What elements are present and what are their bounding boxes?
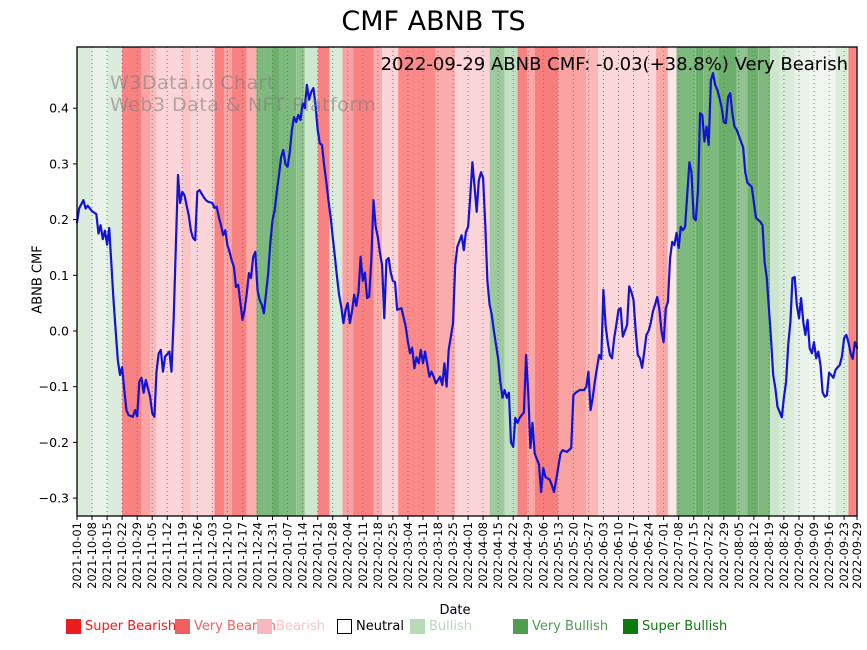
svg-text:2022-06-17: 2022-06-17: [627, 522, 641, 589]
svg-text:2021-11-12: 2021-11-12: [160, 522, 174, 589]
svg-text:2022-05-13: 2022-05-13: [551, 522, 565, 589]
svg-text:2021-11-05: 2021-11-05: [145, 522, 159, 589]
svg-text:2022-05-27: 2022-05-27: [581, 522, 595, 589]
svg-text:2021-11-26: 2021-11-26: [190, 522, 204, 589]
svg-text:2021-12-24: 2021-12-24: [251, 522, 265, 589]
svg-text:2022-09-02: 2022-09-02: [792, 522, 806, 589]
svg-text:2022-04-22: 2022-04-22: [506, 522, 520, 589]
svg-text:2022-06-24: 2022-06-24: [642, 522, 656, 589]
svg-text:2022-09-29: 2022-09-29: [850, 522, 864, 589]
legend-label: Very Bearish: [194, 619, 276, 634]
svg-text:2022-08-05: 2022-08-05: [732, 522, 746, 589]
chart-subtitle: 2022-09-29 ABNB CMF: -0.03(+38.8%) Very …: [380, 54, 848, 75]
svg-text:2022-09-16: 2022-09-16: [822, 522, 836, 589]
svg-text:2022-04-08: 2022-04-08: [476, 522, 490, 589]
svg-text:0.1: 0.1: [49, 268, 69, 283]
svg-text:2022-06-03: 2022-06-03: [596, 522, 610, 589]
svg-text:2022-02-25: 2022-02-25: [386, 522, 400, 589]
super-bullish-swatch-icon: [623, 619, 638, 634]
very-bearish-swatch-icon: [175, 619, 190, 634]
legend-label: Super Bullish: [642, 619, 728, 634]
svg-text:2021-12-10: 2021-12-10: [220, 522, 234, 589]
legend-label: Bullish: [429, 619, 473, 634]
legend-label: Super Bearish: [85, 619, 177, 634]
svg-text:2021-11-19: 2021-11-19: [175, 522, 189, 589]
svg-text:2022-05-20: 2022-05-20: [566, 522, 580, 589]
svg-text:0.0: 0.0: [49, 324, 69, 339]
svg-text:2021-10-15: 2021-10-15: [100, 522, 114, 589]
legend-item-super-bullish: Super Bullish: [623, 619, 727, 634]
svg-text:2022-04-01: 2022-04-01: [461, 522, 475, 589]
svg-text:2022-08-26: 2022-08-26: [777, 522, 791, 589]
bullish-swatch-icon: [410, 619, 425, 634]
svg-text:2021-10-01: 2021-10-01: [70, 522, 84, 589]
svg-text:2022-06-10: 2022-06-10: [612, 522, 626, 589]
svg-text:2022-04-15: 2022-04-15: [491, 522, 505, 589]
svg-text:2021-12-03: 2021-12-03: [205, 522, 219, 589]
svg-text:2022-07-01: 2022-07-01: [657, 522, 671, 589]
watermark-line1: W3Data.io Chart: [110, 72, 275, 94]
svg-text:0.4: 0.4: [49, 101, 69, 116]
svg-text:2022-07-08: 2022-07-08: [672, 522, 686, 589]
svg-text:2021-10-08: 2021-10-08: [85, 522, 99, 589]
svg-text:2022-03-04: 2022-03-04: [401, 522, 415, 589]
svg-text:2021-10-29: 2021-10-29: [130, 522, 144, 589]
svg-text:2022-07-29: 2022-07-29: [717, 522, 731, 589]
chart-title: CMF ABNB TS: [341, 6, 526, 37]
very-bullish-swatch-icon: [513, 619, 528, 634]
legend-item-super-bearish: Super Bearish: [66, 619, 176, 634]
svg-text:−0.3: −0.3: [39, 491, 69, 506]
x-axis-label: Date: [439, 603, 471, 618]
svg-text:2022-08-12: 2022-08-12: [747, 522, 761, 589]
svg-text:2022-01-14: 2022-01-14: [296, 522, 310, 589]
svg-text:2022-03-11: 2022-03-11: [416, 522, 430, 589]
svg-text:2022-07-22: 2022-07-22: [702, 522, 716, 589]
legend-label: Bearish: [276, 619, 325, 634]
svg-text:2022-07-15: 2022-07-15: [687, 522, 701, 589]
bearish-swatch-icon: [257, 619, 272, 634]
svg-text:2021-12-31: 2021-12-31: [266, 522, 280, 589]
legend-label: Neutral: [356, 619, 404, 634]
svg-text:0.2: 0.2: [49, 212, 69, 227]
svg-text:2022-05-06: 2022-05-06: [536, 522, 550, 589]
legend: Super Bearish Very Bearish Bearish Neutr…: [0, 619, 867, 639]
svg-text:2022-01-07: 2022-01-07: [281, 522, 295, 589]
watermark-line2: Web3 Data & NFT Platform: [110, 94, 377, 116]
super-bearish-swatch-icon: [66, 619, 81, 634]
legend-item-bullish: Bullish: [410, 619, 472, 634]
svg-text:0.3: 0.3: [49, 156, 69, 171]
legend-label: Very Bullish: [532, 619, 609, 634]
svg-text:2022-08-19: 2022-08-19: [762, 522, 776, 589]
legend-item-very-bullish: Very Bullish: [513, 619, 608, 634]
legend-item-very-bearish: Very Bearish: [175, 619, 276, 634]
legend-item-bearish: Bearish: [257, 619, 325, 634]
neutral-swatch-icon: [337, 619, 352, 634]
svg-text:−0.1: −0.1: [39, 379, 69, 394]
svg-text:2022-02-18: 2022-02-18: [371, 522, 385, 589]
svg-text:2022-09-09: 2022-09-09: [807, 522, 821, 589]
svg-text:2022-02-04: 2022-02-04: [341, 522, 355, 589]
svg-text:2022-01-28: 2022-01-28: [326, 522, 340, 589]
legend-item-neutral: Neutral: [337, 619, 404, 634]
svg-text:2022-01-21: 2022-01-21: [311, 522, 325, 589]
svg-text:2021-10-22: 2021-10-22: [115, 522, 129, 589]
svg-text:2022-02-11: 2022-02-11: [356, 522, 370, 589]
svg-text:−0.2: −0.2: [39, 435, 69, 450]
svg-text:2021-12-17: 2021-12-17: [236, 522, 250, 589]
svg-text:2022-04-29: 2022-04-29: [521, 522, 535, 589]
svg-text:2022-03-18: 2022-03-18: [431, 522, 445, 589]
svg-text:2022-09-23: 2022-09-23: [837, 522, 851, 589]
svg-text:2022-03-25: 2022-03-25: [446, 522, 460, 589]
